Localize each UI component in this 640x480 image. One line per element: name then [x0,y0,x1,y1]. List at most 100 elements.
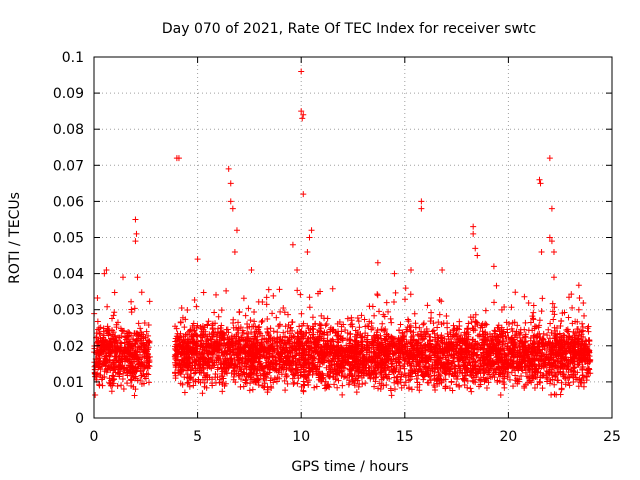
data-point [547,320,554,327]
data-point [545,326,552,333]
data-point [452,331,459,338]
data-point [377,368,384,375]
data-point [476,357,483,364]
data-point [443,365,450,372]
data-point [228,361,235,368]
data-point [304,379,311,386]
data-point [316,334,323,341]
data-point [380,382,387,389]
data-point [219,352,226,359]
data-point [568,339,575,346]
data-point [233,324,240,331]
data-point [342,326,349,333]
data-point [294,380,301,387]
data-point [568,291,575,298]
data-point [284,357,291,364]
data-point [299,341,306,348]
data-point [213,359,220,366]
data-point [460,375,467,382]
data-point [288,334,295,341]
data-point [534,350,541,357]
data-point [442,385,449,392]
data-point [260,384,267,391]
data-point [92,391,99,398]
data-point [334,320,341,327]
data-point [288,362,295,369]
data-point [299,354,306,361]
data-point [371,312,378,319]
data-point [211,342,218,349]
data-point [270,361,277,368]
data-point [551,304,558,311]
data-point [545,338,552,345]
data-point [328,358,335,365]
data-point [116,373,123,380]
data-point [533,323,540,330]
data-point [289,375,296,382]
data-point [290,354,297,361]
data-point [436,311,443,318]
data-point [520,342,527,349]
data-point [172,372,179,379]
data-point [539,385,546,392]
data-point [381,313,388,320]
data-point [450,372,457,379]
data-point [558,379,565,386]
data-point [443,369,450,376]
data-point [193,332,200,339]
data-point [301,382,308,389]
data-point [407,291,414,298]
data-point [237,324,244,331]
data-point [516,378,523,385]
data-point [309,360,316,367]
data-point [191,370,198,377]
data-point [496,338,503,345]
data-point [292,346,299,353]
data-point [200,350,207,357]
data-point [536,362,543,369]
data-point [472,245,479,252]
data-point [314,329,321,336]
data-point [256,342,263,349]
data-point [442,354,449,361]
data-point [555,377,562,384]
data-point [523,348,530,355]
data-point [303,330,310,337]
data-point [546,234,553,241]
data-point [354,315,361,322]
data-point [283,345,290,352]
data-point [470,230,477,237]
data-point [93,334,100,341]
data-point [346,337,353,344]
data-point [113,324,120,331]
data-point [227,340,234,347]
data-point [461,381,468,388]
data-point [580,334,587,341]
data-point [210,329,217,336]
data-point [380,327,387,334]
data-point [178,304,185,311]
data-point [580,300,587,307]
data-point [325,383,332,390]
data-point [548,238,555,245]
data-point [445,359,452,366]
data-point [457,365,464,372]
data-point [362,380,369,387]
data-point [259,317,266,324]
data-point [220,360,227,367]
data-point [244,342,251,349]
data-point [333,370,340,377]
x-axis-label: GPS time / hours [291,459,408,475]
data-point [217,325,224,332]
data-point [205,340,212,347]
data-point [501,351,508,358]
data-point [103,266,110,273]
data-point [369,336,376,343]
data-point [118,356,125,363]
data-point [538,248,545,255]
data-point [132,364,139,371]
data-point [297,291,304,298]
data-point [242,337,249,344]
data-point [407,353,414,360]
data-point [550,359,557,366]
